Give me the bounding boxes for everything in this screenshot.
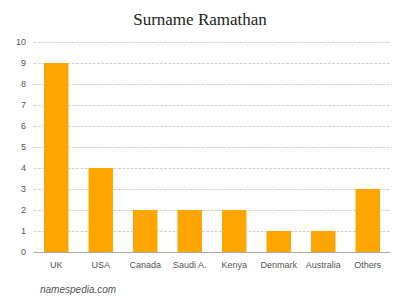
svg-text:7: 7: [21, 100, 26, 110]
svg-text:Surname Ramathan: Surname Ramathan: [133, 10, 267, 29]
svg-text:Denmark: Denmark: [260, 260, 297, 270]
svg-text:USA: USA: [91, 260, 110, 270]
svg-text:8: 8: [21, 79, 26, 89]
svg-text:Others: Others: [354, 260, 382, 270]
svg-text:2: 2: [21, 205, 26, 215]
svg-text:5: 5: [21, 142, 26, 152]
svg-text:3: 3: [21, 184, 26, 194]
svg-text:namespedia.com: namespedia.com: [40, 284, 116, 295]
svg-text:Kenya: Kenya: [221, 260, 247, 270]
svg-text:UK: UK: [50, 260, 63, 270]
svg-text:0: 0: [21, 247, 26, 257]
svg-text:Australia: Australia: [306, 260, 341, 270]
svg-text:Saudi A.: Saudi A.: [173, 260, 207, 270]
svg-text:10: 10: [16, 37, 26, 47]
svg-text:4: 4: [21, 163, 26, 173]
svg-text:1: 1: [21, 226, 26, 236]
svg-text:Canada: Canada: [129, 260, 161, 270]
svg-text:9: 9: [21, 58, 26, 68]
svg-text:6: 6: [21, 121, 26, 131]
